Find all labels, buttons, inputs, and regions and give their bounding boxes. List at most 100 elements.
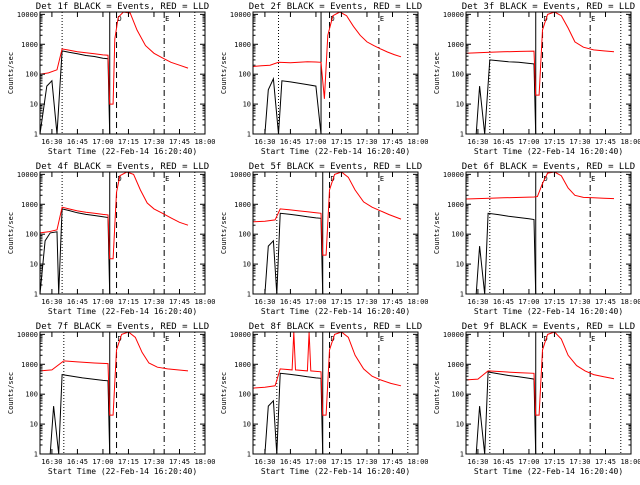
y-axis-label: Counts/sec — [7, 52, 15, 94]
y-tick-label: 100 — [451, 71, 464, 79]
y-tick-label: 10 — [30, 101, 38, 109]
x-tick-label: 16:45 — [493, 458, 514, 466]
y-tick-label: 1 — [34, 291, 38, 299]
y-tick-label: 1 — [247, 451, 251, 459]
x-tick-label: 17:15 — [544, 138, 565, 146]
y-tick-label: 10 — [30, 421, 38, 429]
y-tick-label: 1 — [34, 451, 38, 459]
y-tick-label: 1000 — [447, 201, 464, 209]
y-tick-label: 1000 — [447, 41, 464, 49]
y-axis-label: Counts/sec — [433, 52, 441, 94]
y-tick-label: 1 — [460, 131, 464, 139]
x-axis-label: Start Time (22-Feb-14 16:20:40) — [261, 467, 410, 476]
x-tick-label: 18:00 — [194, 138, 215, 146]
marker-label: D — [544, 175, 548, 183]
x-tick-label: 17:30 — [143, 298, 164, 306]
plot-frame — [39, 331, 206, 455]
x-axis-label: Start Time (22-Feb-14 16:20:40) — [474, 467, 623, 476]
y-tick-label: 10000 — [230, 11, 251, 19]
x-tick-label: 18:00 — [620, 138, 640, 146]
y-axis-label: Counts/sec — [220, 212, 228, 254]
x-tick-label: 18:00 — [194, 458, 215, 466]
x-tick-label: 16:30 — [41, 458, 62, 466]
series-line-lld — [40, 332, 189, 416]
x-tick-label: 17:15 — [544, 298, 565, 306]
panel-title: Det 4f BLACK = Events, RED = LLD — [36, 162, 209, 172]
panel-title: Det 9f BLACK = Events, RED = LLD — [462, 322, 635, 332]
x-tick-label: 17:00 — [305, 138, 326, 146]
x-tick-label: 17:00 — [92, 298, 113, 306]
y-tick-label: 100 — [25, 71, 38, 79]
marker-label: D — [331, 15, 335, 23]
y-tick-label: 1 — [247, 291, 251, 299]
y-tick-label: 1000 — [21, 201, 38, 209]
series-line-lld — [253, 12, 402, 99]
x-tick-label: 17:00 — [305, 458, 326, 466]
series-line-events — [466, 59, 537, 134]
x-tick-label: 17:15 — [118, 458, 139, 466]
x-tick-label: 17:00 — [92, 458, 113, 466]
y-axis-label: Counts/sec — [433, 212, 441, 254]
x-tick-label: 17:15 — [118, 298, 139, 306]
y-tick-label: 1000 — [447, 361, 464, 369]
marker-label: E — [380, 175, 384, 183]
x-tick-label: 16:45 — [493, 298, 514, 306]
x-tick-label: 17:30 — [143, 458, 164, 466]
y-tick-label: 1 — [460, 451, 464, 459]
y-tick-label: 10000 — [17, 171, 38, 179]
y-tick-label: 100 — [451, 231, 464, 239]
x-tick-label: 18:00 — [194, 298, 215, 306]
y-tick-label: 10 — [243, 261, 251, 269]
series-line-lld — [466, 12, 615, 96]
x-tick-label: 17:45 — [382, 458, 403, 466]
panel-title: Det 6f BLACK = Events, RED = LLD — [462, 162, 635, 172]
series-line-events — [40, 50, 111, 134]
plot-frame — [39, 11, 206, 135]
x-tick-label: 17:15 — [331, 458, 352, 466]
y-tick-label: 10000 — [17, 11, 38, 19]
y-tick-label: 10 — [456, 261, 464, 269]
x-tick-label: 16:45 — [67, 138, 88, 146]
series-line-lld — [253, 172, 402, 256]
panel-title: Det 1f BLACK = Events, RED = LLD — [36, 2, 209, 12]
y-tick-label: 1 — [34, 131, 38, 139]
x-tick-label: 17:15 — [544, 458, 565, 466]
y-tick-label: 10 — [456, 101, 464, 109]
x-tick-label: 17:15 — [331, 138, 352, 146]
x-tick-label: 16:30 — [41, 138, 62, 146]
y-axis-label: Counts/sec — [433, 372, 441, 414]
x-tick-label: 16:45 — [67, 458, 88, 466]
x-tick-label: 17:30 — [569, 138, 590, 146]
x-tick-label: 16:30 — [254, 458, 275, 466]
y-tick-label: 100 — [25, 391, 38, 399]
x-tick-label: 16:45 — [493, 138, 514, 146]
y-tick-label: 10 — [243, 421, 251, 429]
panel-title: Det 2f BLACK = Events, RED = LLD — [249, 2, 422, 12]
y-tick-label: 1000 — [234, 361, 251, 369]
panel-det-6: Det 6f BLACK = Events, RED = LLD D E 1 10 100… — [433, 162, 640, 316]
panel-title: Det 5f BLACK = Events, RED = LLD — [249, 162, 422, 172]
panel-title: Det 8f BLACK = Events, RED = LLD — [249, 322, 422, 332]
x-tick-label: 16:30 — [467, 298, 488, 306]
x-axis-label: Start Time (22-Feb-14 16:20:40) — [261, 147, 410, 156]
series-line-lld — [40, 12, 189, 105]
x-tick-label: 17:45 — [595, 458, 616, 466]
y-tick-label: 10000 — [443, 331, 464, 339]
x-tick-label: 16:30 — [41, 298, 62, 306]
x-tick-label: 17:15 — [331, 298, 352, 306]
series-line-events — [40, 374, 111, 454]
plot-frame — [252, 171, 419, 295]
y-tick-label: 1 — [247, 131, 251, 139]
y-tick-label: 1 — [460, 291, 464, 299]
y-tick-label: 10 — [456, 421, 464, 429]
y-tick-label: 100 — [238, 71, 251, 79]
x-axis-label: Start Time (22-Feb-14 16:20:40) — [48, 467, 197, 476]
marker-label: E — [165, 175, 169, 183]
y-tick-label: 1000 — [21, 361, 38, 369]
